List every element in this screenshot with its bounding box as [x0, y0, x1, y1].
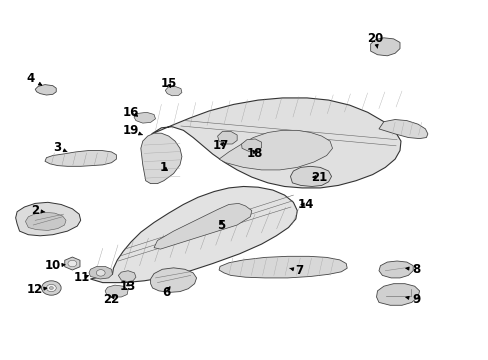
Polygon shape	[89, 266, 112, 279]
Polygon shape	[90, 186, 297, 283]
Polygon shape	[154, 203, 251, 249]
Circle shape	[41, 281, 61, 295]
Polygon shape	[378, 120, 427, 139]
Polygon shape	[150, 268, 196, 292]
Polygon shape	[134, 112, 155, 123]
Polygon shape	[376, 284, 419, 305]
Text: 22: 22	[103, 293, 120, 306]
Text: 3: 3	[54, 141, 67, 154]
Text: 19: 19	[122, 124, 142, 137]
Text: 10: 10	[44, 259, 65, 272]
Polygon shape	[16, 202, 81, 236]
Polygon shape	[241, 139, 261, 151]
Polygon shape	[141, 133, 182, 184]
Text: 13: 13	[120, 280, 136, 293]
Text: 14: 14	[297, 198, 313, 211]
Polygon shape	[165, 86, 182, 96]
Polygon shape	[151, 98, 400, 188]
Text: 5: 5	[217, 219, 224, 231]
Text: 11: 11	[74, 271, 90, 284]
Text: 4: 4	[26, 72, 41, 85]
Polygon shape	[64, 257, 80, 270]
Circle shape	[68, 260, 77, 267]
Text: 6: 6	[162, 286, 170, 299]
Circle shape	[49, 287, 53, 289]
Text: 2: 2	[31, 204, 45, 217]
Polygon shape	[45, 150, 116, 166]
Circle shape	[96, 270, 105, 276]
Text: 16: 16	[122, 106, 139, 119]
Polygon shape	[378, 261, 412, 278]
Polygon shape	[25, 212, 66, 230]
Text: 7: 7	[289, 264, 303, 277]
Text: 9: 9	[405, 293, 420, 306]
Text: 18: 18	[246, 147, 263, 159]
Text: 21: 21	[310, 171, 326, 184]
Polygon shape	[118, 271, 136, 282]
Text: 1: 1	[160, 161, 167, 174]
Text: 8: 8	[405, 263, 420, 276]
Text: 15: 15	[160, 77, 177, 90]
Text: 17: 17	[212, 139, 229, 152]
Text: 12: 12	[27, 283, 47, 296]
Polygon shape	[290, 166, 331, 186]
Text: 20: 20	[366, 32, 383, 48]
Polygon shape	[35, 85, 56, 95]
Circle shape	[46, 284, 56, 292]
Polygon shape	[370, 38, 399, 56]
Polygon shape	[219, 130, 332, 170]
Polygon shape	[105, 285, 128, 297]
Polygon shape	[219, 256, 346, 278]
Polygon shape	[217, 131, 237, 144]
